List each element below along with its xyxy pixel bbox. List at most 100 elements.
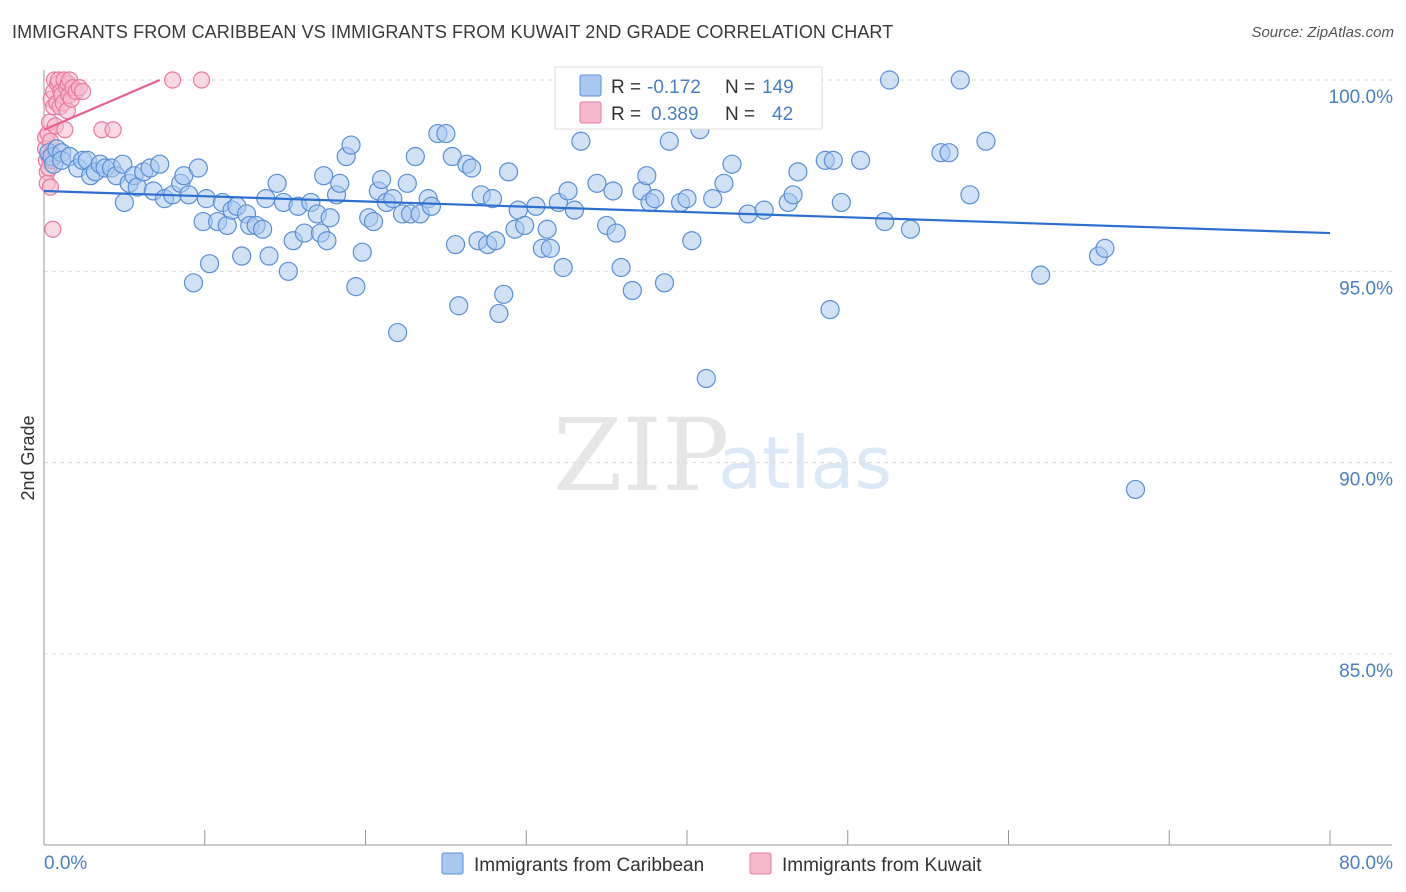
x-tick-label-min: 0.0% bbox=[44, 853, 87, 874]
caribbean-point bbox=[188, 158, 208, 178]
caribbean-point bbox=[183, 273, 204, 293]
x-tick-label-max: 80.0% bbox=[1339, 853, 1393, 874]
caribbean-point bbox=[363, 211, 384, 232]
caribbean-point bbox=[253, 219, 273, 239]
stats-n-value-caribbean: 149 bbox=[762, 77, 794, 98]
caribbean-point bbox=[196, 189, 216, 209]
caribbean-point bbox=[879, 70, 900, 90]
caribbean-point bbox=[677, 189, 697, 209]
stats-r-label-caribbean: R = bbox=[611, 77, 641, 98]
y-tick-label: 100.0% bbox=[1329, 87, 1394, 108]
caribbean-point bbox=[405, 146, 425, 167]
y-tick-label: 95.0% bbox=[1339, 278, 1393, 299]
y-tick-label: 85.0% bbox=[1339, 661, 1393, 682]
caribbean-point bbox=[637, 166, 657, 186]
caribbean-point bbox=[371, 169, 392, 190]
caribbean-point bbox=[654, 273, 675, 293]
caribbean-point bbox=[352, 242, 372, 262]
caribbean-point bbox=[587, 173, 607, 193]
caribbean-point bbox=[722, 154, 742, 174]
legend-label-caribbean: Immigrants from Caribbean bbox=[474, 855, 704, 876]
caribbean-point bbox=[278, 261, 298, 281]
caribbean-point bbox=[397, 173, 417, 193]
caribbean-point bbox=[1095, 238, 1115, 258]
trend-lines bbox=[43, 78, 1331, 235]
caribbean-point bbox=[388, 322, 408, 343]
kuwait-point bbox=[44, 220, 62, 238]
kuwait-point bbox=[41, 178, 60, 196]
stats-n-label-caribbean: N = bbox=[725, 77, 755, 98]
caribbean-point bbox=[294, 223, 315, 243]
stats-swatch-caribbean bbox=[579, 74, 602, 97]
stats-box: R = -0.172 N = 149 R = 0.389 N = 42 bbox=[554, 66, 823, 130]
caribbean-point bbox=[436, 123, 456, 144]
kuwait-point bbox=[192, 71, 211, 89]
caribbean-point bbox=[113, 154, 133, 174]
caribbean-point bbox=[976, 131, 996, 151]
caribbean-point bbox=[494, 284, 514, 304]
watermark: ZIP atlas bbox=[553, 397, 892, 514]
caribbean-point bbox=[696, 368, 716, 389]
stats-r-label-kuwait: R = bbox=[611, 104, 641, 125]
caribbean-point bbox=[383, 189, 403, 209]
y-axis-label: 2nd Grade bbox=[18, 415, 38, 500]
caribbean-point bbox=[267, 173, 287, 193]
caribbean-point bbox=[659, 131, 679, 151]
caribbean-point bbox=[515, 215, 535, 236]
stats-r-value-kuwait: 0.389 bbox=[651, 104, 699, 125]
x-ticks bbox=[43, 830, 1331, 845]
caribbean-point bbox=[199, 254, 220, 274]
caribbean-point bbox=[783, 185, 803, 205]
caribbean-point bbox=[823, 150, 843, 170]
caribbean-point bbox=[611, 257, 631, 278]
y-ticks: 100.0% 95.0% 90.0% 85.0% bbox=[1329, 87, 1394, 682]
caribbean-point bbox=[682, 231, 702, 251]
stats-swatch-kuwait bbox=[579, 101, 602, 124]
caribbean-point bbox=[232, 246, 252, 266]
caribbean-point bbox=[831, 192, 851, 213]
caribbean-point bbox=[341, 135, 361, 155]
caribbean-point bbox=[788, 162, 808, 182]
caribbean-point bbox=[537, 219, 557, 239]
legend-swatch-kuwait bbox=[749, 852, 772, 875]
caribbean-point bbox=[114, 192, 134, 213]
caribbean-point bbox=[558, 181, 578, 201]
caribbean-point bbox=[603, 181, 623, 201]
caribbean-point bbox=[314, 166, 334, 186]
watermark-zip: ZIP bbox=[553, 397, 729, 514]
gridlines bbox=[44, 79, 1392, 655]
stats-r-value-caribbean: -0.172 bbox=[647, 77, 701, 98]
caribbean-point bbox=[317, 231, 337, 251]
caribbean-point bbox=[330, 173, 350, 193]
caribbean-point bbox=[482, 189, 503, 209]
caribbean-point bbox=[754, 200, 774, 220]
caribbean-point bbox=[851, 150, 871, 170]
trend-line-kuwait bbox=[43, 78, 161, 131]
y-tick-label: 90.0% bbox=[1339, 470, 1393, 491]
caribbean-point bbox=[939, 143, 959, 163]
caribbean-point bbox=[461, 158, 482, 178]
caribbean-point bbox=[606, 223, 626, 243]
caribbean-point bbox=[875, 211, 895, 232]
caribbean-point bbox=[540, 238, 560, 258]
kuwait-point bbox=[73, 82, 92, 101]
trend-line-caribbean bbox=[43, 189, 1331, 235]
caribbean-point bbox=[820, 300, 840, 320]
caribbean-point bbox=[564, 200, 585, 220]
caribbean-point bbox=[645, 189, 665, 209]
caribbean-point bbox=[445, 234, 466, 255]
stats-n-label-kuwait: N = bbox=[725, 104, 755, 125]
caribbean-point bbox=[622, 280, 642, 301]
kuwait-point bbox=[104, 121, 122, 139]
legend-swatch-caribbean bbox=[441, 852, 464, 875]
caribbean-point bbox=[346, 277, 366, 297]
stats-n-value-kuwait: 42 bbox=[772, 104, 793, 125]
caribbean-point bbox=[900, 219, 921, 239]
caribbean-point bbox=[421, 196, 442, 216]
chart-title: IMMIGRANTS FROM CARIBBEAN VS IMMIGRANTS … bbox=[12, 22, 894, 42]
caribbean-point bbox=[498, 162, 519, 182]
caribbean-point bbox=[486, 231, 506, 251]
legend: Immigrants from Caribbean Immigrants fro… bbox=[441, 852, 982, 876]
caribbean-point bbox=[553, 257, 573, 278]
